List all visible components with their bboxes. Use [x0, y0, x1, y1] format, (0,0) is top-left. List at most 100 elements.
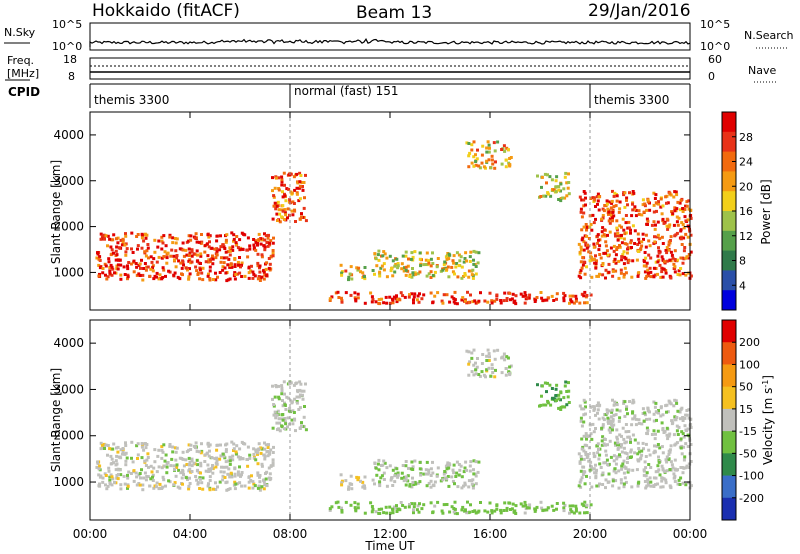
velocity-cell	[190, 457, 194, 461]
velocity-cell	[581, 473, 585, 477]
power-cell	[135, 265, 139, 269]
velocity-cell	[420, 507, 424, 511]
power-cell	[613, 191, 617, 195]
velocity-cell	[269, 464, 273, 468]
velocity-cell	[539, 500, 543, 504]
velocity-cell	[215, 443, 219, 447]
power-cell	[581, 263, 585, 267]
velocity-cell	[668, 400, 672, 404]
power-cell	[232, 239, 235, 243]
power-cell	[548, 175, 552, 179]
power-cell	[665, 201, 668, 205]
velocity-cell	[161, 485, 165, 489]
velocity-cell	[645, 431, 649, 435]
velocity-cell	[454, 475, 458, 478]
power-cell	[666, 227, 670, 231]
velocity-cell	[634, 417, 638, 421]
power-cell	[411, 271, 415, 275]
power-cell	[540, 175, 544, 179]
power-cell	[467, 275, 471, 279]
power-cell	[583, 290, 587, 294]
velocity-cell	[301, 397, 305, 401]
power-cell	[463, 257, 467, 260]
power-cell	[393, 264, 397, 268]
velocity-cell	[451, 479, 455, 483]
power-cell	[300, 181, 304, 184]
power-cell	[238, 248, 242, 252]
power-cell	[448, 253, 452, 257]
velocity-cell	[527, 506, 531, 510]
velocity-cell	[612, 423, 616, 427]
power-cell	[167, 269, 171, 273]
power-cell	[228, 249, 232, 253]
velocity-cell	[295, 401, 299, 405]
velocity-cbar-swatch	[722, 408, 736, 432]
power-cell	[464, 251, 468, 255]
power-cell	[394, 296, 398, 300]
velocity-cell	[373, 461, 377, 465]
power-cell	[265, 261, 269, 265]
velocity-cell	[124, 459, 128, 463]
power-cell	[656, 272, 659, 276]
power-cell	[463, 273, 467, 277]
power-cell	[631, 224, 635, 228]
velocity-cell	[597, 404, 601, 408]
velocity-cell	[629, 450, 633, 454]
power-cell	[225, 256, 229, 260]
velocity-cell	[236, 455, 240, 459]
power-cell	[649, 270, 653, 274]
power-cell	[391, 298, 395, 302]
power-cell	[257, 238, 261, 242]
velocity-cell	[99, 447, 103, 451]
power-cell	[146, 265, 150, 269]
velocity-y-tick-label: 4000	[53, 336, 84, 350]
velocity-cell	[580, 476, 584, 480]
velocity-cell	[337, 505, 341, 509]
power-cell	[659, 205, 663, 209]
power-cell	[431, 300, 435, 304]
velocity-cell	[188, 476, 191, 480]
velocity-cell	[499, 508, 503, 512]
velocity-cell	[585, 444, 589, 448]
velocity-cell	[414, 482, 418, 486]
power-cell	[122, 265, 126, 269]
power-cell	[236, 246, 240, 250]
velocity-cell	[540, 506, 544, 510]
velocity-cell	[274, 416, 278, 420]
power-cell	[161, 266, 165, 270]
power-cell	[441, 301, 445, 305]
power-cell	[665, 251, 669, 255]
power-cell	[99, 237, 103, 241]
velocity-cell	[622, 471, 626, 475]
power-cell	[654, 193, 658, 197]
velocity-cell	[109, 454, 113, 458]
velocity-cell	[117, 468, 121, 472]
power-cell	[490, 158, 494, 162]
power-cell	[208, 278, 212, 282]
velocity-cell	[238, 465, 241, 469]
power-cell	[681, 272, 685, 276]
power-cell	[247, 271, 251, 275]
velocity-cell	[627, 435, 631, 439]
velocity-cell	[144, 446, 148, 450]
velocity-cell	[544, 403, 548, 407]
power-cell	[224, 240, 228, 244]
velocity-cell	[543, 508, 547, 512]
power-cell	[340, 299, 344, 303]
velocity-cell	[503, 358, 507, 362]
power-cell	[292, 175, 296, 179]
power-cell	[134, 262, 138, 265]
velocity-cell	[474, 368, 478, 372]
power-cell	[584, 196, 587, 200]
velocity-cell	[247, 475, 251, 479]
velocity-cell	[476, 470, 480, 474]
power-cell	[458, 259, 462, 263]
velocity-cell	[474, 511, 478, 515]
power-cell	[646, 271, 650, 275]
velocity-cell	[654, 432, 657, 436]
power-cell	[207, 272, 210, 276]
velocity-cell	[679, 437, 683, 441]
velocity-cell	[597, 457, 601, 461]
power-cell	[485, 146, 489, 150]
velocity-cell	[619, 481, 623, 485]
